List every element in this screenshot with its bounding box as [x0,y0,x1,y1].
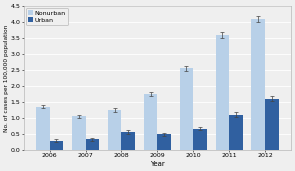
Bar [157,134,171,150]
Legend: Nonurban, Urban: Nonurban, Urban [26,8,68,25]
Bar [180,68,193,150]
Bar [36,107,50,150]
Y-axis label: No. of cases per 100,000 population: No. of cases per 100,000 population [4,24,9,131]
Bar [251,19,265,150]
X-axis label: Year: Year [150,161,165,167]
Bar [86,139,99,150]
Bar [72,116,86,150]
Bar [193,129,207,150]
Bar [265,99,279,150]
Bar [122,132,135,150]
Bar [216,35,229,150]
Bar [229,115,243,150]
Bar [50,141,63,150]
Bar [108,110,122,150]
Bar [144,94,157,150]
